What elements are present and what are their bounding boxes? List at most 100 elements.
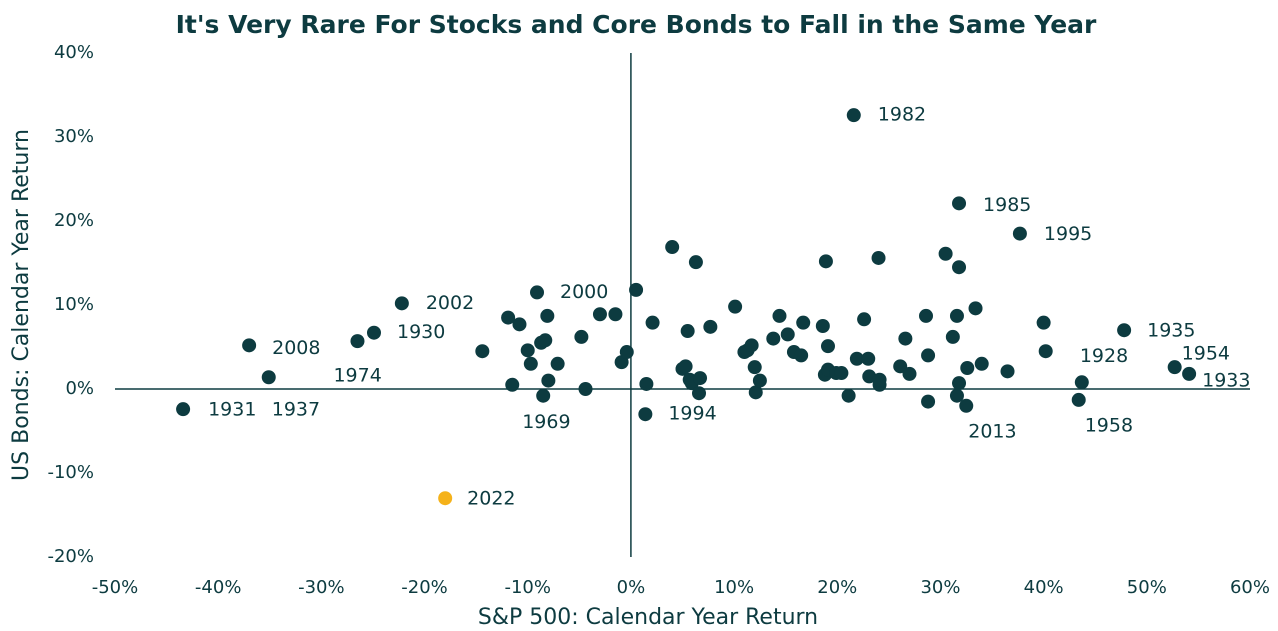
point bbox=[645, 315, 660, 330]
x-tick-label: 20% bbox=[817, 577, 857, 598]
point-label: 1994 bbox=[668, 403, 716, 425]
point bbox=[366, 325, 381, 340]
x-tick-label: 0% bbox=[617, 577, 646, 598]
point bbox=[772, 308, 787, 323]
point bbox=[703, 319, 718, 334]
x-tick-label: -50% bbox=[92, 577, 139, 598]
point-label: 1931 bbox=[208, 399, 256, 421]
point bbox=[530, 285, 545, 300]
point bbox=[176, 402, 191, 417]
point bbox=[608, 307, 623, 322]
point bbox=[538, 333, 553, 348]
point bbox=[952, 260, 967, 275]
point bbox=[261, 370, 276, 385]
x-tick-label: 60% bbox=[1230, 577, 1270, 598]
point-label: 1937 bbox=[272, 399, 320, 421]
point-label: 1928 bbox=[1080, 345, 1128, 367]
point bbox=[578, 382, 593, 396]
point bbox=[872, 372, 887, 387]
x-tick-label: -20% bbox=[401, 577, 448, 598]
point-label: 1982 bbox=[878, 104, 926, 126]
x-tick-label: 50% bbox=[1127, 577, 1167, 598]
y-tick-label: 20% bbox=[54, 210, 94, 231]
point bbox=[592, 307, 607, 322]
point bbox=[959, 398, 974, 413]
y-tick-label: 30% bbox=[54, 126, 94, 147]
point bbox=[846, 108, 861, 123]
y-tick-label: -10% bbox=[47, 462, 94, 483]
point bbox=[893, 359, 908, 374]
point bbox=[857, 312, 872, 327]
point bbox=[818, 254, 833, 269]
point bbox=[949, 308, 964, 323]
y-tick-label: 40% bbox=[54, 42, 94, 63]
point bbox=[550, 356, 565, 371]
point-label: 1935 bbox=[1147, 320, 1195, 342]
point bbox=[849, 351, 864, 366]
point bbox=[1012, 226, 1027, 241]
point bbox=[1000, 364, 1015, 379]
point bbox=[692, 386, 707, 401]
point bbox=[747, 360, 762, 375]
point bbox=[1038, 344, 1053, 359]
point bbox=[574, 329, 589, 344]
point-label: 2000 bbox=[560, 281, 608, 303]
point bbox=[501, 310, 516, 325]
point bbox=[902, 366, 917, 381]
point bbox=[475, 344, 490, 359]
point bbox=[960, 361, 975, 375]
point bbox=[952, 196, 967, 211]
point bbox=[1117, 323, 1132, 338]
point-label: 2002 bbox=[426, 292, 474, 314]
point bbox=[639, 376, 654, 391]
point bbox=[693, 371, 708, 386]
point-label: 1995 bbox=[1044, 223, 1092, 245]
point bbox=[921, 348, 936, 363]
point bbox=[766, 331, 781, 346]
point-label: 1933 bbox=[1202, 369, 1250, 391]
point bbox=[968, 301, 983, 316]
point-label: 1974 bbox=[333, 365, 381, 387]
point-label: 1958 bbox=[1085, 414, 1133, 436]
point-label: 2022 bbox=[467, 488, 515, 510]
point bbox=[1071, 392, 1086, 407]
point-label: 1985 bbox=[983, 194, 1031, 216]
y-tick-label: 10% bbox=[54, 294, 94, 315]
point-label: 2013 bbox=[968, 420, 1016, 442]
x-tick-label: 10% bbox=[714, 577, 754, 598]
point bbox=[1074, 375, 1089, 390]
point-label: 1969 bbox=[522, 411, 570, 433]
point bbox=[688, 255, 703, 270]
point-label: 1954 bbox=[1182, 343, 1230, 365]
point bbox=[919, 308, 934, 323]
point bbox=[629, 282, 644, 297]
x-tick-label: 30% bbox=[920, 577, 960, 598]
point bbox=[974, 356, 989, 371]
point bbox=[678, 359, 693, 374]
point bbox=[638, 407, 653, 422]
point bbox=[680, 324, 695, 339]
point bbox=[794, 348, 809, 363]
point bbox=[938, 246, 953, 261]
point bbox=[665, 240, 680, 255]
x-tick-label: 40% bbox=[1024, 577, 1064, 598]
point bbox=[945, 329, 960, 344]
x-tick-label: -40% bbox=[195, 577, 242, 598]
chart-title: It's Very Rare For Stocks and Core Bonds… bbox=[176, 10, 1097, 39]
point bbox=[619, 345, 634, 360]
point bbox=[1036, 315, 1051, 330]
point bbox=[780, 327, 795, 342]
point bbox=[752, 373, 767, 388]
point bbox=[748, 385, 763, 400]
point bbox=[841, 388, 856, 403]
point bbox=[1182, 366, 1197, 381]
point bbox=[438, 491, 453, 506]
point bbox=[512, 317, 527, 332]
point-label: 2008 bbox=[272, 337, 320, 359]
y-axis-title: US Bonds: Calendar Year Return bbox=[9, 129, 34, 481]
point bbox=[523, 356, 538, 371]
point bbox=[744, 338, 759, 353]
point bbox=[242, 338, 257, 353]
point bbox=[820, 339, 835, 354]
